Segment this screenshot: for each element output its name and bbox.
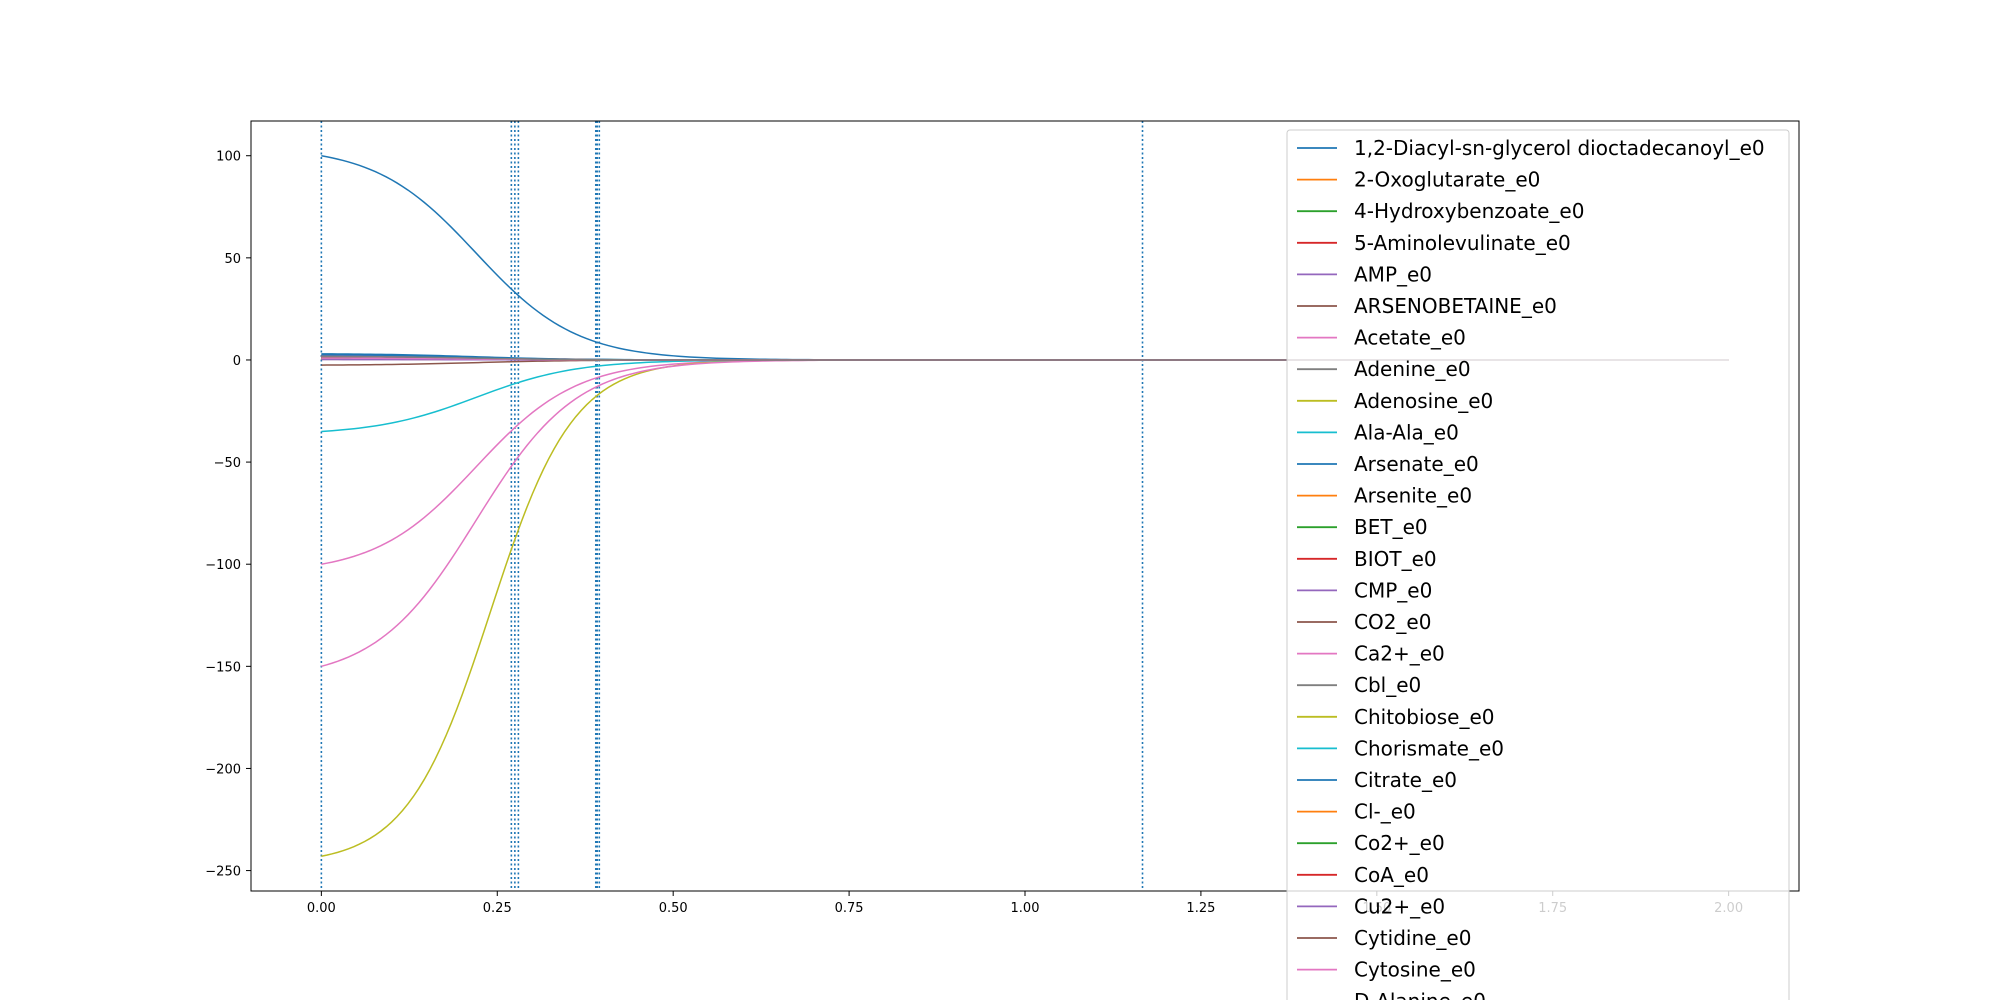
x-tick-label: 0.00 <box>307 901 336 916</box>
legend-label: Co2+_e0 <box>1354 831 1445 855</box>
y-tick-label: −150 <box>205 660 241 675</box>
legend-label: CMP_e0 <box>1354 578 1432 602</box>
legend-label: Adenine_e0 <box>1354 357 1471 381</box>
y-tick-label: 0 <box>233 354 241 369</box>
legend-label: AMP_e0 <box>1354 262 1432 286</box>
y-tick-label: 100 <box>216 150 241 165</box>
legend-label: D-Alanine_e0 <box>1354 989 1486 1000</box>
y-tick-label: −200 <box>205 762 241 777</box>
legend-label: 1,2-Diacyl-sn-glycerol dioctadecanoyl_e0 <box>1354 136 1765 160</box>
legend-label: Cbl_e0 <box>1354 673 1421 697</box>
legend: 1,2-Diacyl-sn-glycerol dioctadecanoyl_e0… <box>1286 129 1790 1000</box>
legend-label: Ala-Ala_e0 <box>1354 420 1459 444</box>
legend-label: 5-Aminolevulinate_e0 <box>1354 231 1571 255</box>
legend-label: BIOT_e0 <box>1354 547 1437 571</box>
legend-label: Arsenite_e0 <box>1354 484 1472 508</box>
legend-label: CoA_e0 <box>1354 863 1429 887</box>
y-tick-label: −250 <box>205 865 241 880</box>
legend-label: Citrate_e0 <box>1354 768 1457 792</box>
legend-label: Chorismate_e0 <box>1354 736 1504 760</box>
legend-label: Cl-_e0 <box>1354 800 1416 824</box>
legend-label: ARSENOBETAINE_e0 <box>1354 294 1557 318</box>
legend-label: BET_e0 <box>1354 515 1428 539</box>
legend-label: Cu2+_e0 <box>1354 894 1445 918</box>
legend-label: 2-Oxoglutarate_e0 <box>1354 168 1540 192</box>
y-tick-label: 50 <box>224 252 241 267</box>
legend-label: Cytosine_e0 <box>1354 958 1476 982</box>
x-tick-label: 1.25 <box>1186 901 1215 916</box>
legend-label: Chitobiose_e0 <box>1354 705 1495 729</box>
legend-label: 4-Hydroxybenzoate_e0 <box>1354 199 1584 223</box>
y-axis: 100 50 0 −50 −100 −150 −200 −250 <box>205 150 251 880</box>
legend-label: Adenosine_e0 <box>1354 389 1493 413</box>
x-tick-label: 0.75 <box>835 901 864 916</box>
legend-label: CO2_e0 <box>1354 610 1431 634</box>
legend-label: Ca2+_e0 <box>1354 642 1445 666</box>
x-tick-label: 1.00 <box>1011 901 1040 916</box>
legend-label: Acetate_e0 <box>1354 326 1466 350</box>
y-tick-label: −50 <box>214 456 241 471</box>
y-tick-label: −100 <box>205 558 241 573</box>
legend-label: Cytidine_e0 <box>1354 926 1471 950</box>
legend-box <box>1286 129 1790 1000</box>
x-tick-label: 0.50 <box>659 901 688 916</box>
x-tick-label: 0.25 <box>483 901 512 916</box>
legend-label: Arsenate_e0 <box>1354 452 1479 476</box>
